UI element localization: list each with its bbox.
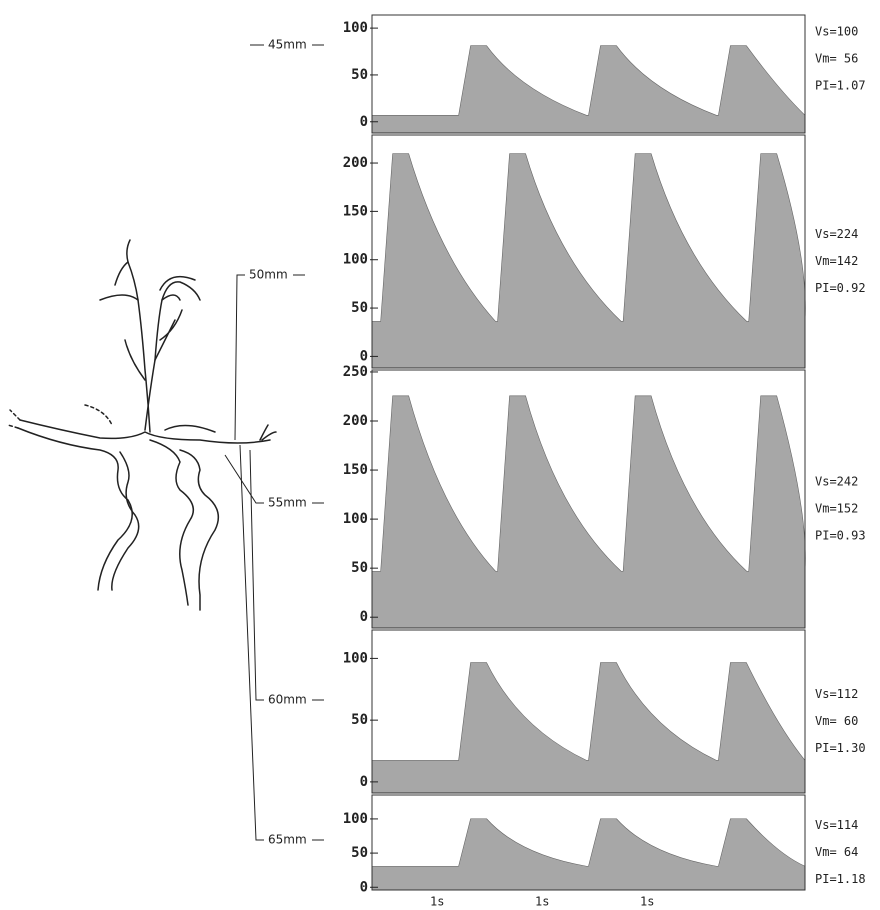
y-tick-label: 0 bbox=[360, 114, 368, 130]
y-tick-label: 50 bbox=[351, 300, 368, 316]
panel-frame bbox=[371, 14, 806, 134]
y-tick-label: 0 bbox=[360, 774, 368, 790]
stat-label: Vs=114 bbox=[815, 818, 858, 832]
y-tick-label: 200 bbox=[343, 413, 368, 429]
vessel-diagram bbox=[7, 239, 277, 611]
y-tick-label: 100 bbox=[343, 811, 368, 827]
depth-connector bbox=[239, 444, 264, 841]
y-tick-label: 100 bbox=[343, 20, 368, 36]
y-tick-label: 0 bbox=[360, 879, 368, 895]
y-tick-label: 50 bbox=[351, 712, 368, 728]
panel-frame bbox=[371, 369, 806, 629]
y-tick-label: 150 bbox=[343, 203, 368, 219]
y-tick-label: 150 bbox=[343, 462, 368, 478]
stat-label: Vm= 60 bbox=[815, 714, 858, 728]
y-tick-label: 0 bbox=[360, 609, 368, 625]
stat-label: Vs=224 bbox=[815, 227, 858, 241]
y-tick-label: 200 bbox=[343, 155, 368, 171]
waveforms bbox=[371, 45, 806, 891]
y-tick-label: 0 bbox=[360, 348, 368, 364]
depth-label: 60mm bbox=[268, 693, 307, 707]
panel-frame bbox=[371, 134, 806, 369]
y-tick-label: 250 bbox=[343, 364, 368, 380]
y-tick-label: 50 bbox=[351, 845, 368, 861]
stat-label: PI=1.30 bbox=[815, 741, 866, 755]
depth-label: 55mm bbox=[268, 496, 307, 510]
waveform bbox=[371, 45, 806, 134]
waveform bbox=[371, 818, 806, 891]
depth-label: 45mm bbox=[268, 38, 307, 52]
stat-label: Vm=152 bbox=[815, 502, 858, 516]
stat-label: Vm=142 bbox=[815, 254, 858, 268]
time-mark: 1s bbox=[535, 895, 549, 909]
waveform bbox=[371, 395, 806, 629]
panel-frame bbox=[371, 629, 806, 794]
y-tick-label: 50 bbox=[351, 67, 368, 83]
stat-label: Vs=100 bbox=[815, 25, 858, 39]
stat-label: Vm= 56 bbox=[815, 52, 858, 66]
depth-connector bbox=[224, 454, 264, 504]
time-mark: 1s bbox=[430, 895, 444, 909]
waveform bbox=[371, 153, 806, 369]
panel-frame bbox=[371, 794, 806, 891]
depth-connector bbox=[249, 449, 264, 701]
axes: 0 50 100 Vs=100 Vm= 56 PI=1.07 45mm 0 50 100 150 20… bbox=[224, 14, 866, 909]
stat-label: PI=0.92 bbox=[815, 281, 866, 295]
stat-label: Vs=112 bbox=[815, 687, 858, 701]
depth-label: 65mm bbox=[268, 833, 307, 847]
waveform bbox=[371, 662, 806, 794]
y-tick-label: 100 bbox=[343, 511, 368, 527]
stat-label: Vm= 64 bbox=[815, 845, 858, 859]
y-tick-label: 100 bbox=[343, 650, 368, 666]
y-tick-label: 50 bbox=[351, 560, 368, 576]
time-mark: 1s bbox=[640, 895, 654, 909]
stat-label: Vs=242 bbox=[815, 475, 858, 489]
stat-label: PI=1.18 bbox=[815, 872, 866, 886]
depth-label: 50mm bbox=[249, 268, 288, 282]
stat-label: PI=0.93 bbox=[815, 529, 866, 543]
depth-connector bbox=[234, 274, 245, 441]
y-tick-label: 100 bbox=[343, 252, 368, 268]
stat-label: PI=1.07 bbox=[815, 79, 866, 93]
